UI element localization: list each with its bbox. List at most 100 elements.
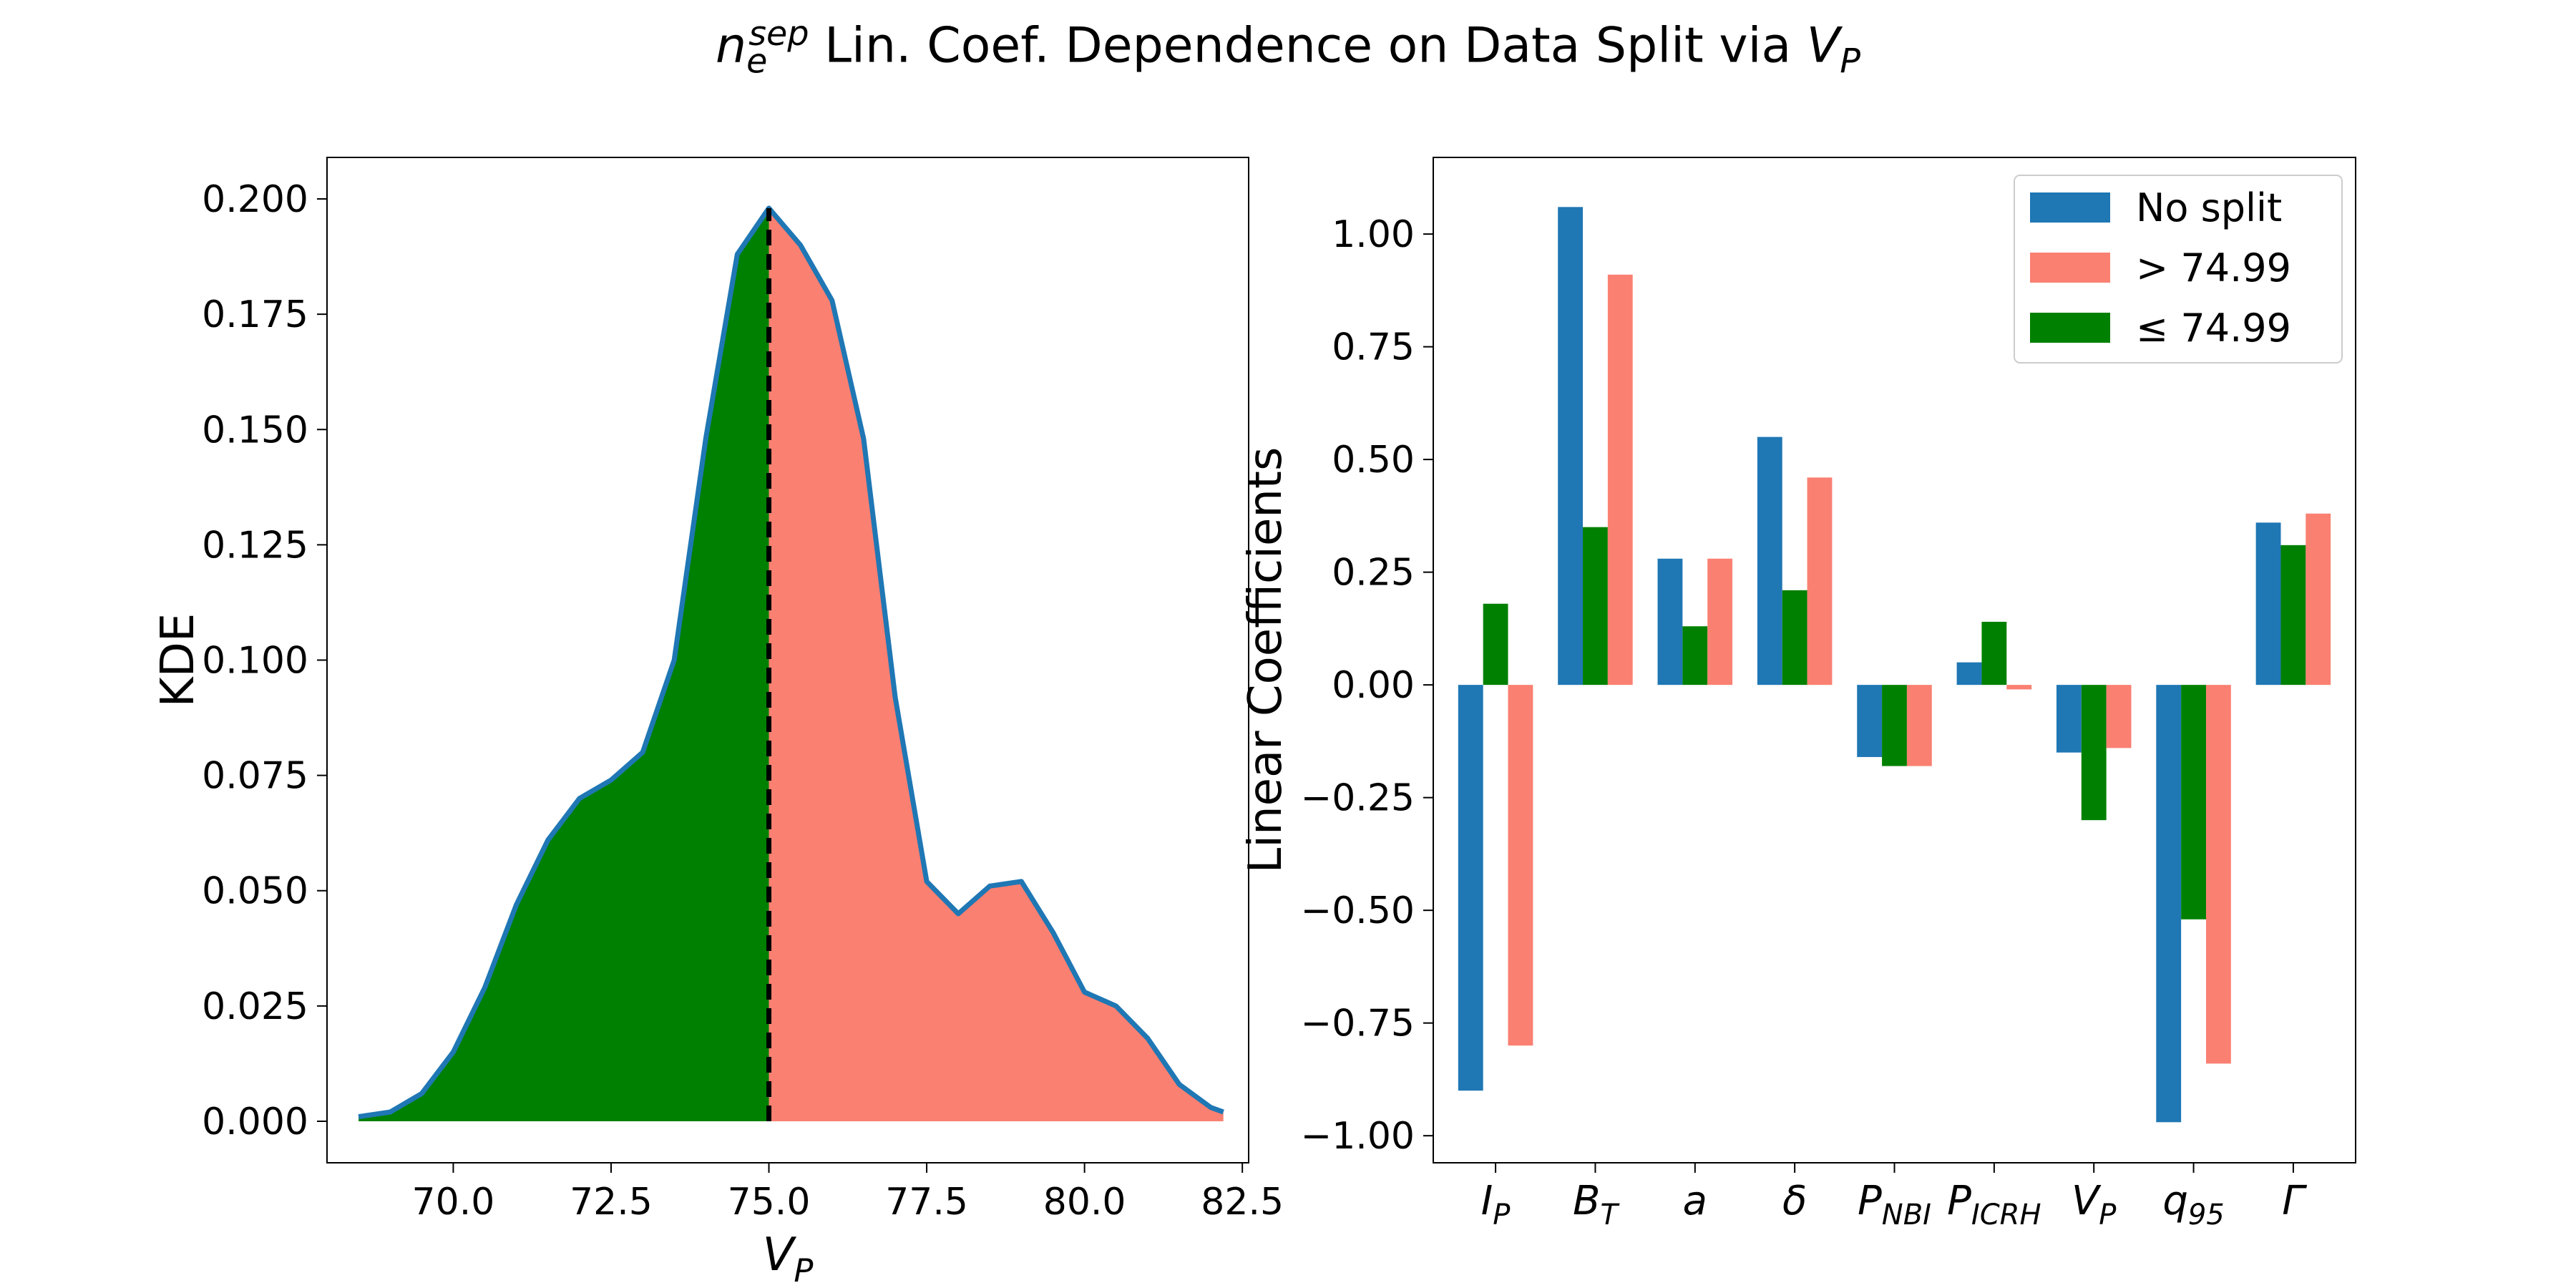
bar-y-tick-label: 0.25	[1332, 552, 1415, 595]
bar-above	[1508, 685, 1533, 1046]
bar-above	[1906, 685, 1932, 766]
bar-category-label: a	[1683, 1178, 1707, 1224]
bar-category-label: VP	[2072, 1178, 2117, 1231]
category-base: P	[1858, 1178, 1882, 1224]
kde-y-tick-label: 0.000	[202, 1101, 308, 1143]
coefficient-bar-plot: IP BT a δ PNBI PICRH VP q95 Γ−1.00−0.75−0.50−0.2…	[1239, 157, 2356, 1231]
bar-above	[2006, 685, 2032, 690]
kde-fill-above-split	[769, 208, 1224, 1121]
legend-label: ≤ 74.99	[2136, 306, 2291, 351]
bar-no-split	[1857, 685, 1883, 757]
legend-label: No split	[2136, 185, 2282, 230]
category-base: a	[1683, 1178, 1707, 1224]
figure-title: nesep Lin. Coef. Dependence on Data Spli…	[0, 14, 2576, 81]
bar-category-label: IP	[1481, 1178, 1511, 1231]
bar-category-label: Γ	[2282, 1178, 2307, 1224]
category-base: Γ	[2282, 1178, 2307, 1224]
bar-above	[1607, 274, 1633, 686]
bar-y-tick-label: −0.50	[1301, 889, 1415, 932]
bar-no-split	[1458, 685, 1483, 1091]
title-subscript: e	[746, 42, 768, 82]
title-end-subscript: P	[1840, 42, 1860, 82]
kde-y-tick-label: 0.025	[202, 985, 308, 1028]
bar-below	[1981, 621, 2007, 686]
bar-no-split	[1657, 558, 1683, 686]
kde-x-tick-label: 80.0	[1043, 1181, 1126, 1224]
bar-no-split	[1558, 207, 1584, 686]
kde-y-tick-label: 0.075	[202, 755, 308, 798]
bar-category-label: δ	[1782, 1178, 1807, 1224]
kde-x-tick-label: 72.5	[570, 1181, 653, 1224]
category-sub: T	[1600, 1199, 1620, 1231]
bar-y-tick-label: −0.25	[1301, 777, 1415, 820]
kde-x-axis-label-base: V	[763, 1229, 797, 1282]
bar-y-tick-label: −1.00	[1301, 1115, 1415, 1158]
bar-above	[2306, 513, 2331, 686]
category-base: δ	[1782, 1178, 1807, 1224]
kde-x-axis-label: VP	[763, 1229, 814, 1288]
bar-below	[2280, 545, 2306, 686]
bar-y-axis-label: Linear Coefficients	[1239, 447, 1292, 874]
kde-plot: 70.0 72.5 75.0 77.5 80.0 82.5 0.000 0.025 0.050 0…	[152, 157, 1284, 1288]
bar-above	[2205, 685, 2231, 1064]
bar-below	[1483, 603, 1508, 686]
category-base: B	[1573, 1178, 1600, 1224]
legend-swatch	[2030, 313, 2110, 343]
kde-y-tick-label: 0.200	[202, 178, 308, 221]
category-sub: NBI	[1882, 1199, 1931, 1231]
kde-x-tick-label: 82.5	[1201, 1181, 1284, 1224]
category-base: q	[2162, 1178, 2188, 1224]
kde-y-axis-label: KDE	[152, 613, 205, 708]
bar-below	[1682, 626, 1708, 686]
bar-category-label: q95	[2162, 1178, 2224, 1231]
title-end-symbol: V	[1806, 17, 1840, 74]
bar-above	[2106, 685, 2132, 748]
bar-below	[1583, 527, 1608, 686]
kde-curve	[358, 205, 1224, 1120]
bar-above	[1807, 477, 1833, 686]
title-symbol: n	[716, 17, 747, 74]
kde-x-tick-label: 77.5	[885, 1181, 968, 1224]
category-sub: P	[1493, 1199, 1511, 1231]
category-base: P	[1947, 1178, 1971, 1224]
bar-legend: No split > 74.99 ≤ 74.99	[2014, 175, 2343, 364]
bar-no-split	[2255, 522, 2281, 686]
bar-y-tick-label: 1.00	[1332, 213, 1415, 256]
category-sub: 95	[2188, 1199, 2225, 1231]
bar-category-label: BT	[1573, 1178, 1620, 1231]
bar-above	[1707, 558, 1733, 686]
kde-y-tick-label: 0.175	[202, 293, 308, 336]
bar-y-tick-label: 0.00	[1332, 664, 1415, 707]
bar-below	[1782, 590, 1807, 686]
kde-x-tick-label: 70.0	[412, 1181, 495, 1224]
category-sub: P	[2099, 1199, 2117, 1231]
bar-no-split	[1956, 662, 1982, 686]
bar-no-split	[1757, 436, 1782, 686]
kde-y-tick-label: 0.150	[202, 409, 308, 452]
category-sub: ICRH	[1971, 1199, 2041, 1231]
category-base: I	[1481, 1178, 1493, 1224]
bar-category-label: PNBI	[1858, 1178, 1931, 1231]
bar-y-tick-label: 0.75	[1332, 326, 1415, 369]
kde-y-tick-label: 0.100	[202, 640, 308, 683]
legend-swatch	[2030, 253, 2110, 283]
bar-below	[1882, 685, 1907, 766]
bar-y-tick-label: 0.50	[1332, 439, 1415, 482]
bar-below	[2081, 685, 2107, 821]
title-superscript: sep	[748, 14, 809, 54]
bar-no-split	[2156, 685, 2182, 1123]
bar-no-split	[2056, 685, 2082, 753]
bar-y-tick-label: −0.75	[1301, 1002, 1415, 1045]
bar-category-label: PICRH	[1947, 1178, 2041, 1231]
kde-fill-below-split	[358, 208, 769, 1121]
legend-label: > 74.99	[2136, 245, 2291, 291]
legend-swatch	[2030, 192, 2110, 223]
kde-x-tick-label: 75.0	[728, 1181, 811, 1224]
kde-y-tick-label: 0.125	[202, 524, 308, 567]
category-base: V	[2072, 1178, 2102, 1224]
kde-x-axis-label-sub: P	[794, 1252, 813, 1288]
kde-y-tick-label: 0.050	[202, 870, 308, 913]
title-middle: Lin. Coef. Dependence on Data Split via	[809, 17, 1807, 74]
bar-below	[2181, 685, 2206, 919]
